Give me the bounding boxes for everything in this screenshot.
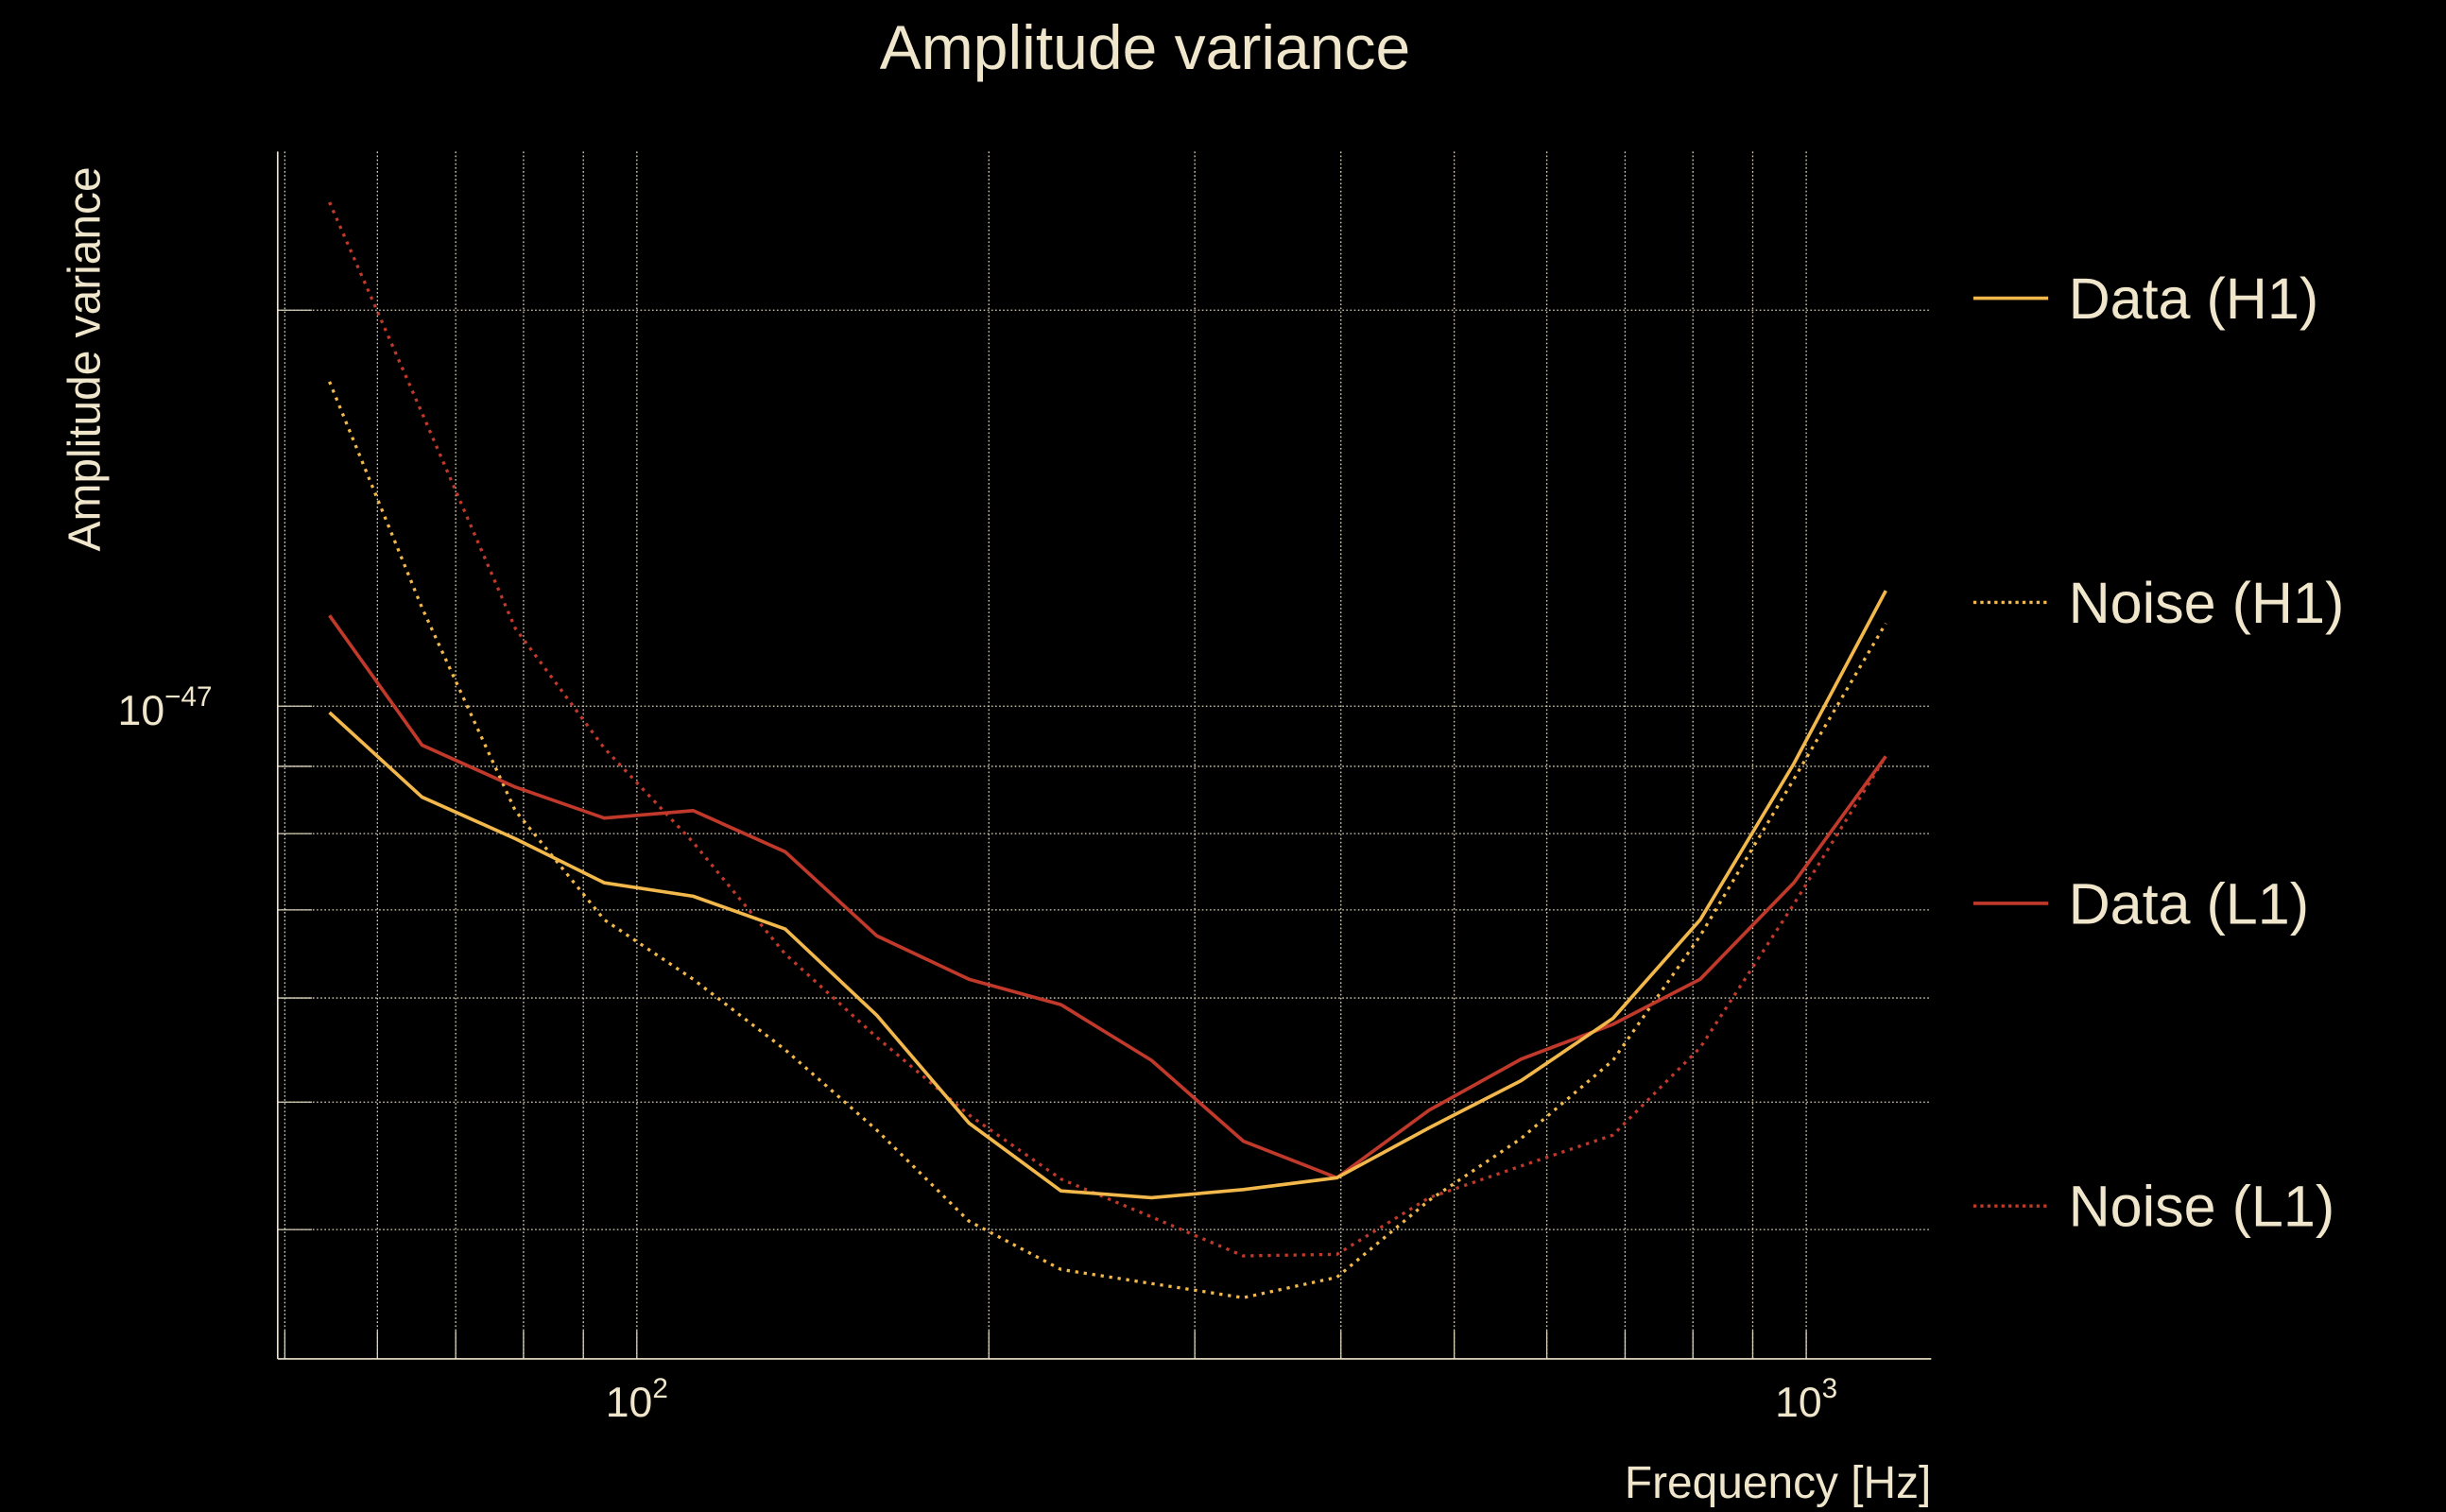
legend-label: Noise (L1) (2069, 1175, 2335, 1239)
series-noise-l1 (328, 201, 1887, 1258)
x-tick-label: 102 (606, 1373, 668, 1426)
x-axis-label: Frequency [Hz] (1625, 1458, 1931, 1508)
tick-labels: 102 103 10−47 (118, 681, 1838, 1426)
grid (277, 151, 1932, 1359)
x-tick-label: 103 (1775, 1373, 1837, 1426)
series-data-h1 (328, 590, 1887, 1200)
legend-label: Data (L1) (2069, 871, 2309, 936)
series-lines (328, 201, 1887, 1299)
axes (276, 151, 1932, 1360)
series-data-l1 (328, 614, 1887, 1180)
legend: Data (H1) Noise (H1) Data (L1) Noise (L1) (1972, 266, 2345, 1239)
legend-label: Noise (H1) (2069, 571, 2345, 635)
y-axis-label: Amplitude variance (60, 166, 111, 551)
chart-title: Amplitude variance (880, 12, 1410, 82)
legend-label: Data (H1) (2069, 266, 2319, 331)
series-noise-h1 (328, 381, 1887, 1299)
y-tick-label: 10−47 (118, 681, 213, 734)
